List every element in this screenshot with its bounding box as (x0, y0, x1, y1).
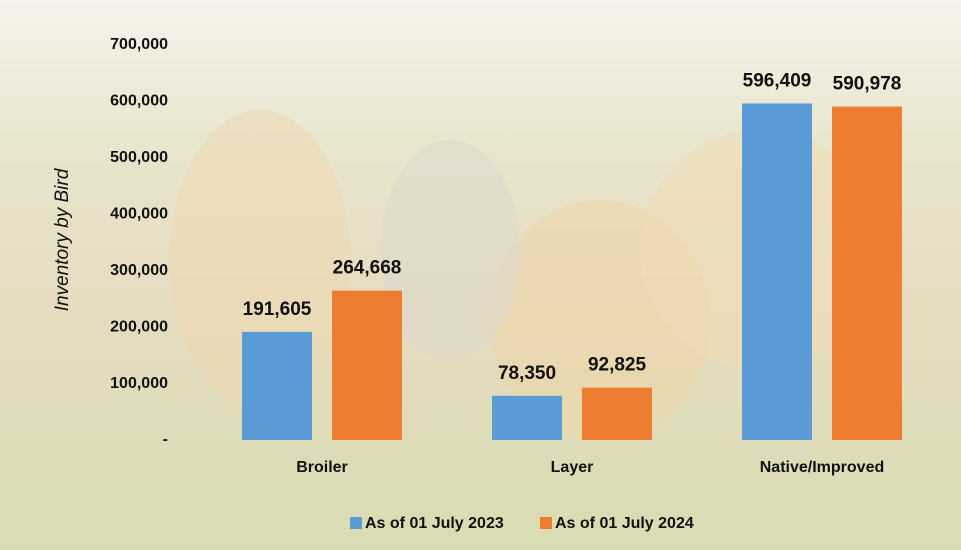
data-label: 590,978 (833, 74, 902, 95)
y-axis-title: Inventory by Bird (52, 167, 73, 311)
y-tick-label: 100,000 (110, 375, 168, 392)
x-tick-label: Native/Improved (760, 459, 884, 476)
data-label: 191,605 (243, 299, 312, 320)
bar (832, 106, 902, 440)
legend-swatch (350, 517, 362, 529)
y-tick-label: 500,000 (110, 149, 168, 166)
y-tick-label: 400,000 (110, 206, 168, 223)
y-tick-label: 300,000 (110, 262, 168, 279)
y-tick-label: 600,000 (110, 93, 168, 110)
bar (492, 395, 562, 440)
y-tick-label: - (163, 431, 168, 448)
legend-label: As of 01 July 2023 (365, 515, 504, 532)
data-label: 596,409 (743, 70, 812, 91)
bar (742, 103, 812, 440)
data-label: 264,668 (333, 258, 402, 279)
y-tick-label: 200,000 (110, 318, 168, 335)
bar (332, 290, 402, 440)
x-tick-label: Broiler (296, 459, 348, 476)
background-shape (380, 140, 520, 360)
legend-label: As of 01 July 2024 (555, 515, 694, 532)
x-tick-label: Layer (551, 459, 594, 476)
data-label: 92,825 (588, 355, 647, 376)
data-label: 78,350 (498, 363, 556, 384)
y-tick-label: 700,000 (110, 36, 168, 53)
bar (242, 331, 312, 440)
bar (582, 387, 652, 440)
legend-swatch (540, 517, 552, 529)
